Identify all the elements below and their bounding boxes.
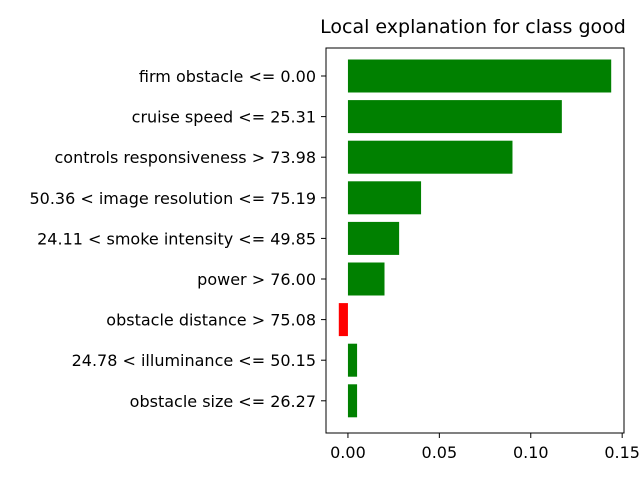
x-tick-label: 0.10 — [513, 443, 549, 462]
x-tick-label: 0.05 — [422, 443, 458, 462]
bar — [347, 262, 385, 296]
bar — [347, 100, 562, 134]
chart-title: Local explanation for class good — [320, 16, 626, 38]
bar — [347, 384, 358, 418]
plot-frame — [325, 47, 625, 434]
bar — [338, 303, 348, 337]
x-tick-label: 0.00 — [330, 443, 366, 462]
y-tick-label: 24.78 < illuminance <= 50.15 — [72, 351, 316, 370]
y-tick-label: obstacle distance > 75.08 — [106, 311, 316, 330]
x-tick-label: 0.15 — [604, 443, 640, 462]
y-tick-label: obstacle size <= 26.27 — [130, 392, 316, 411]
bar — [347, 181, 422, 215]
x-tick-labels: 0.00 0.05 0.10 0.15 — [330, 433, 640, 462]
y-tick-label: cruise speed <= 25.31 — [132, 108, 316, 127]
bar — [347, 140, 513, 174]
y-tick-label: power > 76.00 — [197, 270, 316, 289]
bar — [347, 343, 358, 377]
y-tick-label: firm obstacle <= 0.00 — [139, 67, 316, 86]
y-tick-label: 24.11 < smoke intensity <= 49.85 — [37, 229, 316, 248]
bar — [347, 221, 400, 255]
y-tick-labels: firm obstacle <= 0.00 cruise speed <= 25.… — [29, 67, 326, 411]
bar — [347, 59, 612, 93]
bars-layer — [338, 59, 612, 418]
y-tick-label: 50.36 < image resolution <= 75.19 — [29, 189, 316, 208]
y-tick-label: controls responsiveness > 73.98 — [54, 148, 316, 167]
